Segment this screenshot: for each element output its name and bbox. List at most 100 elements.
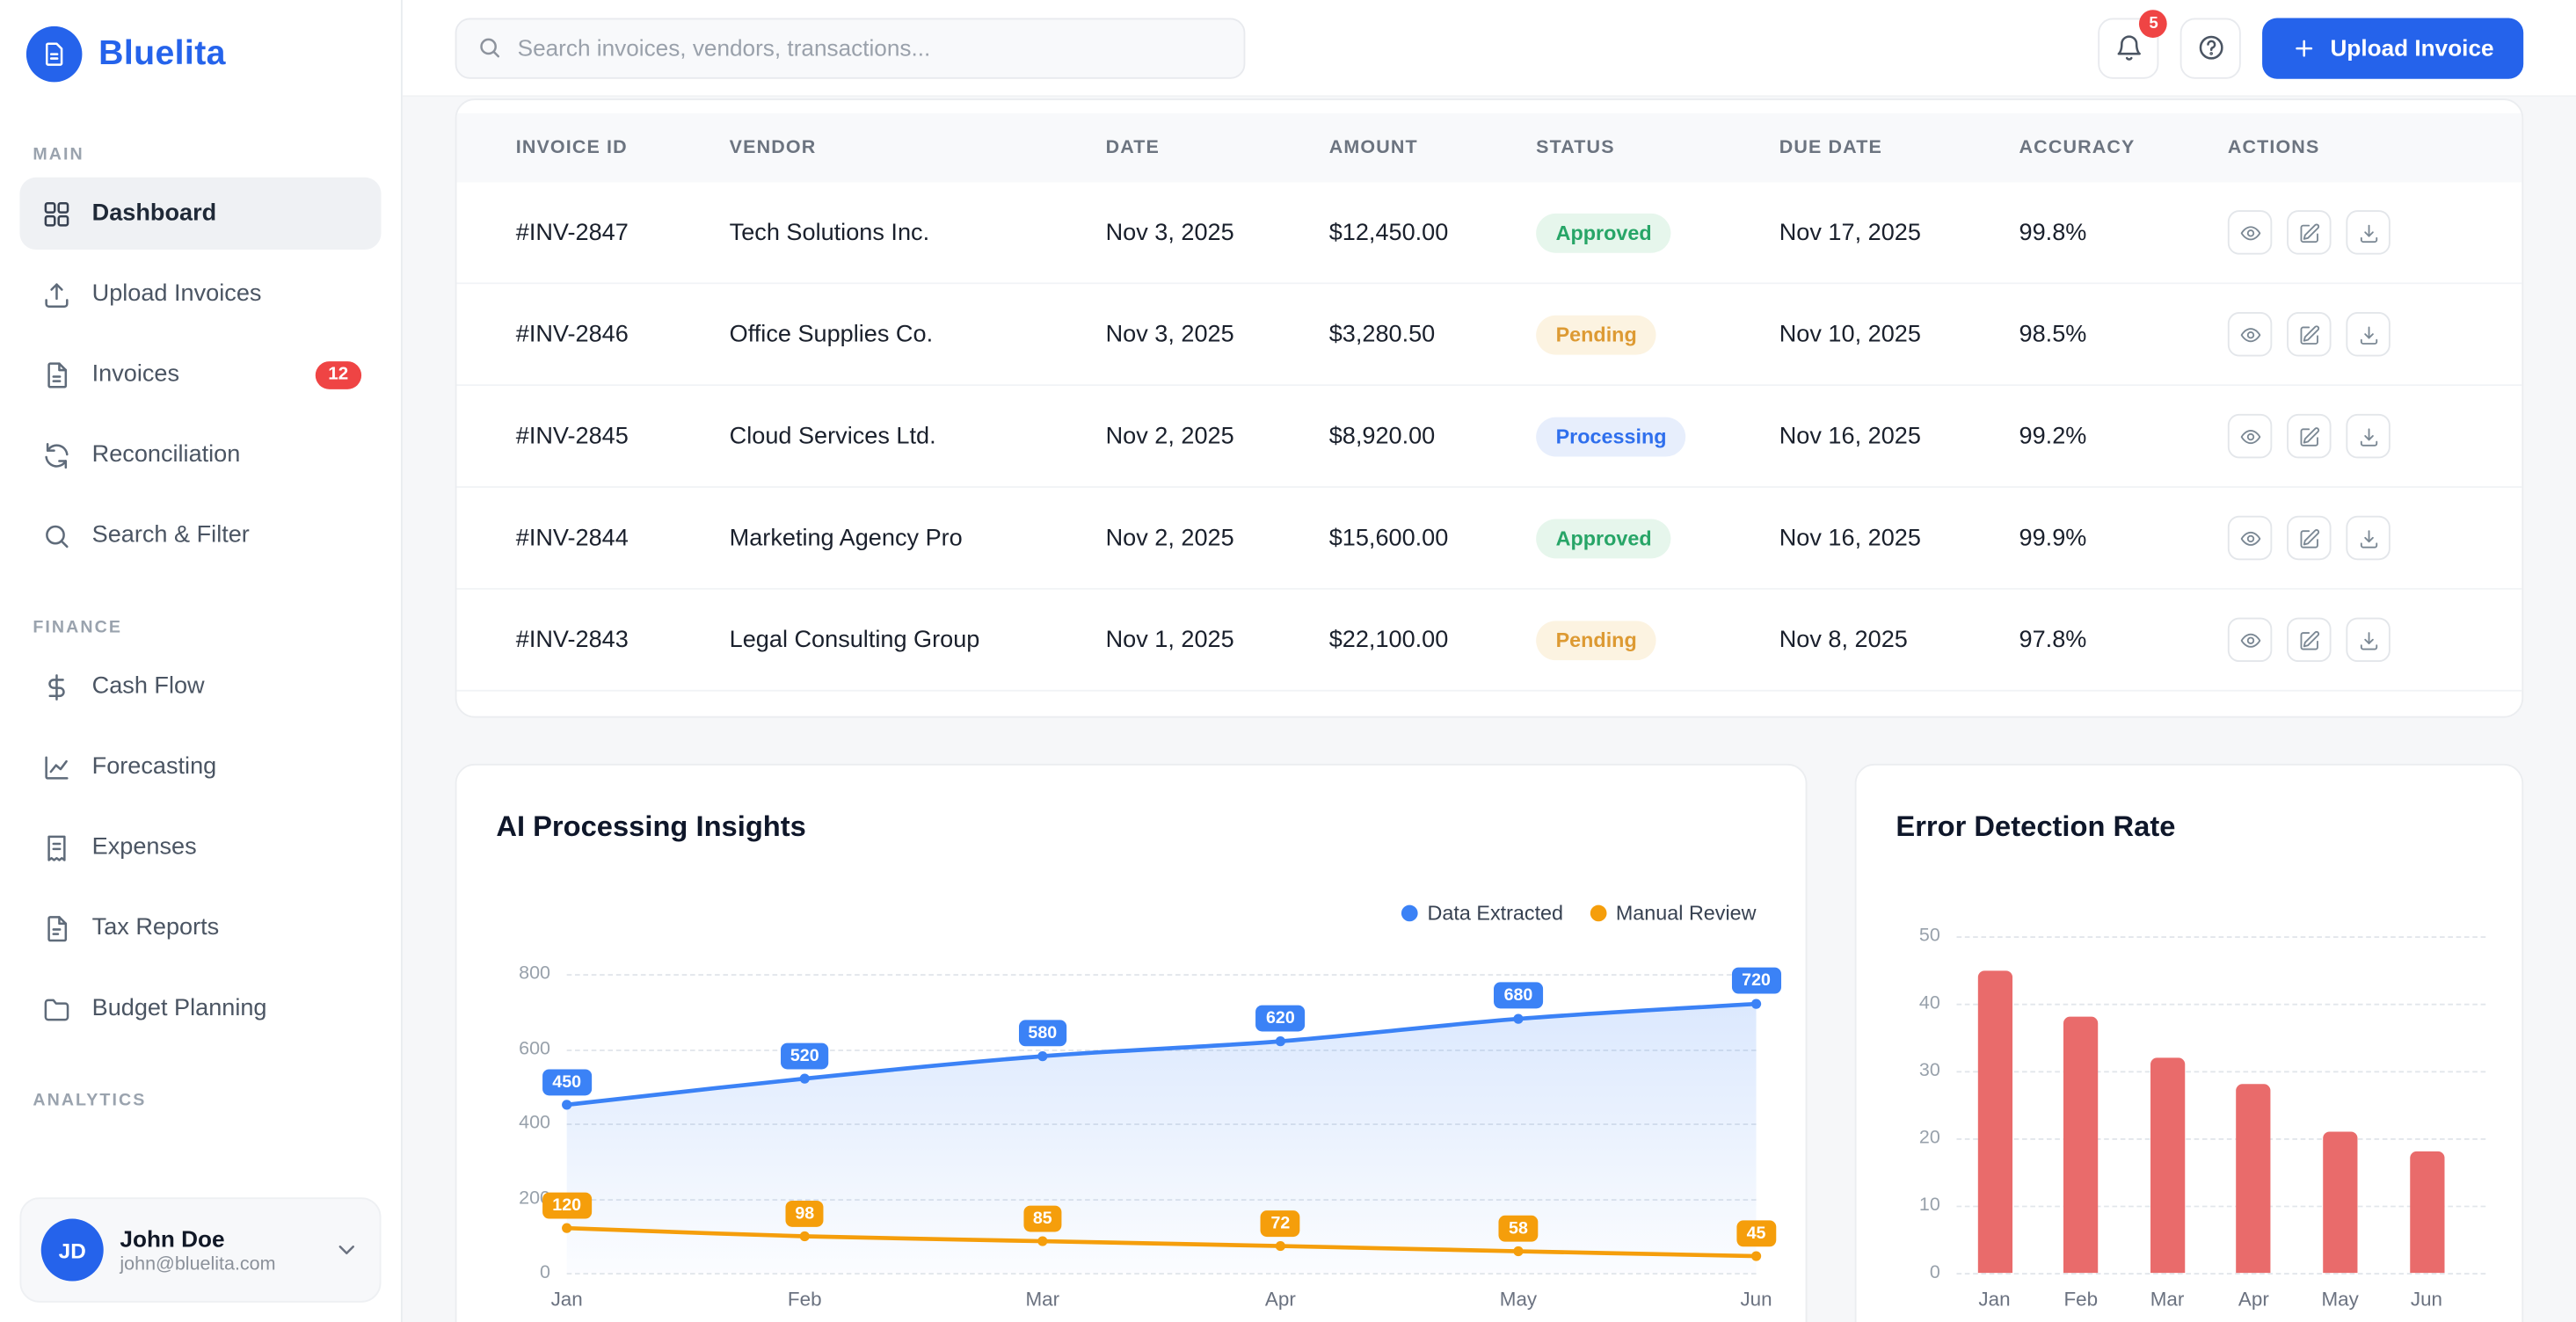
notifications-button[interactable]: 5 [2099, 9, 2168, 78]
line-chart-legend: Data Extracted Manual Review [1401, 902, 1757, 925]
point-label: 450 [542, 1068, 592, 1095]
plus-icon [2293, 35, 2318, 60]
y-tick-label: 400 [519, 1113, 550, 1134]
legend-dot [1589, 904, 1606, 922]
download-button[interactable] [2346, 312, 2390, 357]
gridline [1956, 1003, 2486, 1006]
user-info: John Doe john@bluelita.com [120, 1224, 275, 1275]
upload-invoice-button[interactable]: Upload Invoice [2262, 17, 2524, 78]
sidebar-item-forecasting[interactable]: Forecasting [19, 731, 381, 803]
invoice-date: Nov 3, 2025 [1105, 321, 1234, 348]
edit-icon [2297, 323, 2320, 345]
edit-button[interactable] [2287, 617, 2332, 663]
edit-button[interactable] [2287, 515, 2332, 561]
view-button[interactable] [2227, 413, 2273, 459]
gridline [1956, 1273, 2486, 1275]
notification-count-badge: 5 [2139, 9, 2168, 38]
x-tick-label: May [1499, 1287, 1538, 1311]
dollar-icon [40, 670, 72, 702]
gridline [1956, 936, 2486, 938]
column-header: ACTIONS [2227, 137, 2320, 158]
main-content: INVOICE ID VENDOR DATE AMOUNT STATUS DUE DATE… [402, 97, 2576, 1322]
point-label: 98 [785, 1200, 825, 1227]
download-button[interactable] [2346, 210, 2390, 255]
sidebar-item-budget-planning[interactable]: Budget Planning [19, 972, 381, 1044]
edit-button[interactable] [2287, 312, 2332, 357]
sidebar-item-search-filter[interactable]: Search & Filter [19, 499, 381, 571]
x-tick-label: May [2321, 1287, 2359, 1311]
column-header: STATUS [1536, 137, 1615, 158]
help-button[interactable] [2180, 17, 2242, 78]
due-date: Nov 8, 2025 [1779, 626, 1908, 653]
y-tick-label: 800 [519, 963, 550, 984]
status-cell: Pending [1536, 314, 1779, 354]
view-button[interactable] [2227, 617, 2273, 663]
sidebar-item-expenses[interactable]: Expenses [19, 811, 381, 883]
bar [2236, 1084, 2271, 1274]
user-name: John Doe [120, 1224, 225, 1252]
view-button[interactable] [2227, 515, 2273, 561]
sidebar-item-cash-flow[interactable]: Cash Flow [19, 650, 381, 723]
invoice-date: Nov 1, 2025 [1105, 626, 1234, 653]
sidebar: Bluelita MAIN Dashboard Upload Invoices Inv… [0, 0, 403, 1322]
edit-icon [2297, 527, 2320, 549]
status-badge: Pending [1536, 314, 1657, 354]
upload-icon [40, 278, 72, 310]
edit-button[interactable] [2287, 413, 2332, 459]
accuracy: 98.5% [2019, 321, 2087, 348]
legend-item: Data Extracted [1401, 902, 1563, 925]
download-button[interactable] [2346, 413, 2390, 459]
search-input[interactable] [517, 34, 1225, 62]
table-row: #INV-2845 Cloud Services Ltd. Nov 2, 2025 $… [456, 386, 2522, 488]
bar [2063, 1017, 2099, 1274]
download-button[interactable] [2346, 515, 2390, 561]
status-cell: Approved [1536, 212, 1779, 252]
status-badge: Pending [1536, 620, 1657, 660]
y-tick-label: 50 [1918, 926, 1940, 947]
vendor-name: Office Supplies Co. [729, 321, 934, 348]
view-button[interactable] [2227, 312, 2273, 357]
x-tick-label: Feb [2063, 1287, 2099, 1311]
edit-button[interactable] [2287, 210, 2332, 255]
eye-icon [2238, 323, 2261, 345]
nav-section-label: MAIN [33, 144, 84, 164]
view-button[interactable] [2227, 210, 2273, 255]
edit-icon [2297, 628, 2320, 651]
sidebar-item-invoices[interactable]: Invoices 12 [19, 338, 381, 410]
accuracy: 99.9% [2019, 525, 2087, 551]
accuracy: 99.8% [2019, 219, 2087, 246]
row-actions [2227, 210, 2521, 255]
column-header: INVOICE ID [515, 137, 628, 158]
sidebar-item-label: Upload Invoices [91, 280, 262, 308]
error-detection-rate-card: Error Detection Rate 0 10 20 30 40 50 Jan Feb Ma… [1854, 763, 2524, 1322]
y-tick-label: 0 [540, 1262, 550, 1283]
invoice-id: #INV-2844 [515, 525, 629, 551]
chevron-down-icon[interactable] [333, 1237, 360, 1263]
upload-invoice-label: Upload Invoice [2330, 34, 2494, 62]
gridline [566, 974, 1757, 976]
download-button[interactable] [2346, 617, 2390, 663]
sidebar-item-tax-reports[interactable]: Tax Reports [19, 892, 381, 964]
sidebar-item-label: Reconciliation [91, 441, 241, 469]
invoice-amount: $22,100.00 [1328, 626, 1449, 653]
invoice-id: #INV-2846 [515, 321, 629, 348]
user-email: john@bluelita.com [120, 1255, 276, 1275]
vendor-name: Legal Consulting Group [729, 626, 980, 653]
sidebar-item-upload-invoices[interactable]: Upload Invoices [19, 258, 381, 330]
column-header: VENDOR [729, 137, 817, 158]
eye-icon [2238, 425, 2261, 447]
sidebar-item-reconciliation[interactable]: Reconciliation [19, 418, 381, 490]
column-header: DATE [1105, 137, 1160, 158]
brand-logo-row: Bluelita [19, 19, 381, 98]
row-actions [2227, 413, 2521, 459]
y-tick-label: 600 [519, 1038, 550, 1059]
point-label: 58 [1498, 1215, 1539, 1242]
status-cell: Processing [1536, 416, 1779, 456]
sidebar-item-dashboard[interactable]: Dashboard [19, 177, 382, 251]
search-icon [477, 34, 503, 61]
point-label: 620 [1255, 1005, 1305, 1032]
point-label: 72 [1261, 1209, 1300, 1237]
invoice-amount: $8,920.00 [1328, 423, 1436, 450]
sidebar-item-label: Forecasting [91, 753, 217, 781]
user-menu[interactable]: JD John Doe john@bluelita.com [19, 1197, 382, 1303]
